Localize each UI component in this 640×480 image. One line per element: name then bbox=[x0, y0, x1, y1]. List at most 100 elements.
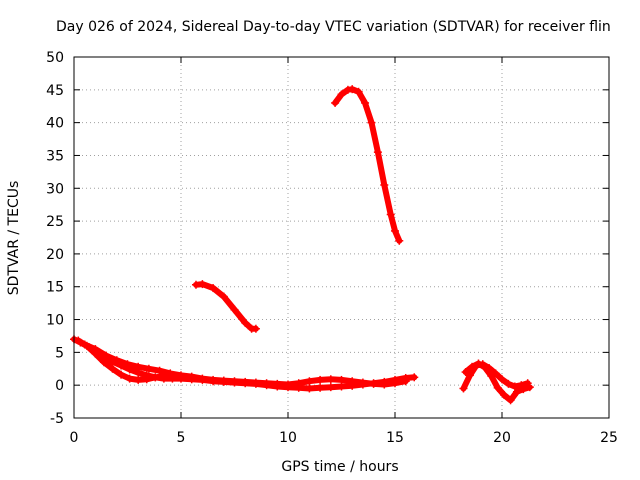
data-point bbox=[380, 380, 389, 389]
data-point bbox=[262, 379, 271, 388]
y-tick-label: 30 bbox=[46, 181, 64, 197]
y-tick-label: 45 bbox=[46, 83, 64, 99]
series-track-d bbox=[193, 281, 259, 332]
data-point bbox=[316, 383, 325, 392]
data-point bbox=[500, 391, 509, 400]
data-point bbox=[144, 364, 153, 373]
y-tick-label: 40 bbox=[46, 116, 64, 132]
series-layer bbox=[70, 85, 534, 405]
x-tick-label: 15 bbox=[386, 430, 404, 446]
data-point bbox=[155, 366, 164, 375]
data-point bbox=[117, 370, 126, 379]
x-tick-label: 10 bbox=[279, 430, 297, 446]
data-point bbox=[354, 87, 363, 96]
y-axis: -5 0 5 10 15 20 25 30 35 40 45 50 bbox=[46, 50, 609, 427]
data-point bbox=[498, 375, 506, 384]
data-point bbox=[373, 148, 382, 157]
data-point bbox=[461, 368, 470, 377]
data-point bbox=[251, 324, 260, 333]
data-point bbox=[82, 341, 91, 350]
data-point bbox=[468, 362, 477, 371]
data-point bbox=[361, 98, 370, 107]
y-tick-label: 5 bbox=[55, 345, 64, 361]
data-point bbox=[305, 384, 314, 393]
data-point bbox=[358, 378, 367, 387]
data-point bbox=[284, 380, 292, 389]
data-point bbox=[177, 373, 185, 382]
data-point bbox=[151, 373, 160, 382]
data-point bbox=[168, 372, 177, 381]
data-point bbox=[99, 358, 108, 367]
data-point bbox=[230, 377, 239, 386]
data-point bbox=[251, 378, 260, 387]
data-point bbox=[459, 384, 468, 393]
data-point bbox=[74, 336, 83, 345]
data-point bbox=[108, 364, 117, 373]
data-point bbox=[219, 292, 228, 301]
series-track-e bbox=[332, 86, 403, 244]
data-point bbox=[395, 236, 404, 245]
data-point bbox=[519, 385, 528, 394]
y-tick-label: 35 bbox=[46, 148, 64, 164]
data-point bbox=[230, 305, 239, 314]
y-tick-label: -5 bbox=[50, 411, 64, 427]
data-point bbox=[493, 383, 502, 392]
data-point bbox=[134, 362, 143, 371]
data-point bbox=[369, 379, 378, 388]
data-point bbox=[273, 379, 282, 388]
data-point bbox=[187, 372, 196, 381]
data-point bbox=[209, 375, 218, 384]
y-tick-label: 20 bbox=[46, 247, 64, 263]
chart-title: Day 026 of 2024, Sidereal Day-to-day VTE… bbox=[56, 19, 611, 35]
y-tick-label: 0 bbox=[55, 378, 64, 394]
data-point bbox=[241, 377, 250, 386]
data-point bbox=[474, 359, 483, 368]
y-tick-label: 50 bbox=[46, 50, 64, 66]
x-tick-label: 20 bbox=[493, 430, 511, 446]
data-point bbox=[198, 280, 207, 289]
y-tick-label: 25 bbox=[46, 214, 64, 230]
data-point bbox=[525, 383, 534, 392]
data-point bbox=[510, 382, 519, 391]
data-point bbox=[337, 90, 346, 99]
data-point bbox=[487, 371, 496, 380]
data-point bbox=[326, 383, 335, 392]
y-axis-label: SDTVAR / TECUs bbox=[6, 181, 22, 296]
data-point bbox=[159, 371, 168, 380]
data-point bbox=[348, 377, 357, 386]
data-point bbox=[241, 318, 250, 327]
x-tick-label: 0 bbox=[70, 430, 79, 446]
data-point bbox=[142, 375, 151, 384]
y-tick-label: 15 bbox=[46, 280, 64, 296]
data-point bbox=[480, 363, 489, 372]
data-point bbox=[198, 374, 207, 383]
data-point bbox=[391, 379, 399, 388]
data-point bbox=[391, 226, 399, 235]
data-point bbox=[102, 351, 111, 360]
data-point bbox=[91, 349, 100, 358]
data-point bbox=[504, 379, 513, 388]
data-point bbox=[337, 375, 346, 384]
data-point bbox=[326, 375, 335, 384]
x-axis: 0 5 10 15 20 25 bbox=[70, 57, 618, 446]
data-point bbox=[316, 375, 325, 384]
plot-frame bbox=[73, 56, 610, 419]
data-point bbox=[380, 180, 389, 189]
x-axis-label: GPS time / hours bbox=[281, 459, 398, 475]
data-point bbox=[512, 387, 521, 396]
data-point bbox=[294, 379, 303, 388]
data-point bbox=[367, 118, 376, 127]
data-point bbox=[401, 377, 410, 386]
data-point bbox=[410, 373, 419, 382]
grid bbox=[74, 57, 609, 418]
data-point bbox=[134, 375, 143, 384]
data-point bbox=[465, 371, 474, 380]
data-point bbox=[125, 374, 134, 383]
data-point bbox=[331, 98, 340, 107]
data-point bbox=[386, 210, 395, 219]
data-point bbox=[112, 356, 121, 365]
data-point bbox=[348, 85, 357, 94]
x-tick-label: 5 bbox=[177, 430, 186, 446]
x-tick-label: 25 bbox=[600, 430, 618, 446]
